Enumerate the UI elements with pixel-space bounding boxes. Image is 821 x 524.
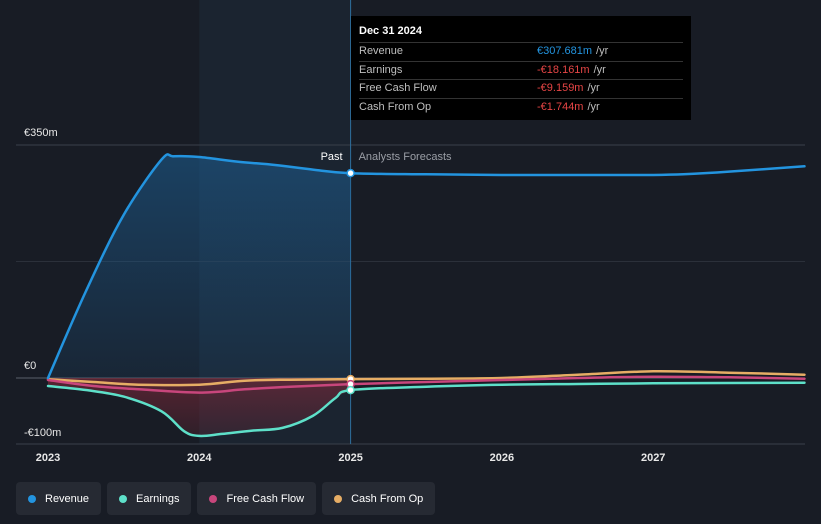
tooltip-unit: /yr (587, 100, 600, 113)
tooltip-label: Revenue (359, 45, 404, 57)
tooltip-row-revenue: Revenue €307.681m/yr (359, 42, 683, 61)
legend-label: Earnings (136, 492, 180, 505)
legend-item-free-cash-flow[interactable]: Free Cash Flow (197, 482, 317, 515)
earnings-line (46, 381, 806, 438)
cash-from-op-line (46, 369, 806, 387)
legend-label: Free Cash Flow (226, 492, 305, 505)
tooltip-value: -€1.744m (537, 100, 584, 113)
revenue-marker (346, 168, 355, 178)
legend-dot-icon (209, 494, 218, 503)
past-label: Past (321, 151, 343, 163)
legend-dot-icon (28, 494, 36, 503)
earnings-marker (346, 385, 355, 395)
legend-label: Cash From Op (351, 492, 424, 505)
tooltip-value: -€9.159m (537, 82, 584, 94)
tooltip-row-free-cash-flow: Free Cash Flow -€9.159m/yr (359, 79, 683, 98)
x-tick-label: 2023 (36, 452, 60, 464)
tooltip-row-earnings: Earnings -€18.161m/yr (359, 60, 683, 80)
free-cash-flow-line (46, 375, 806, 394)
tooltip-row-cash-from-op: Cash From Op -€1.744m/yr (359, 97, 683, 117)
y-tick-label: €0 (24, 360, 36, 372)
tooltip-panel: Dec 31 2024 Revenue €307.681m/yr Earning… (351, 16, 691, 120)
legend-dot-icon (119, 494, 128, 503)
legend-label: Revenue (45, 492, 90, 505)
revenue-area (48, 154, 351, 378)
tooltip-unit: /yr (593, 63, 606, 76)
forecast-label: Analysts Forecasts (359, 151, 452, 163)
legend: Revenue Earnings Free Cash Flow Cash Fro… (16, 482, 436, 515)
tooltip-value: €307.681m (537, 45, 593, 57)
revenue-line (46, 153, 806, 380)
tooltip-unit: /yr (587, 82, 600, 94)
x-tick-label: 2027 (641, 452, 665, 464)
legend-dot-icon (334, 494, 343, 503)
tooltip-unit: /yr (596, 45, 609, 57)
tooltip-label: Earnings (359, 63, 403, 76)
legend-item-revenue[interactable]: Revenue (16, 482, 102, 515)
y-tick-label: €350m (24, 127, 58, 139)
x-tick-label: 2026 (490, 452, 514, 464)
x-tick-label: 2025 (338, 452, 362, 464)
x-tick-label: 2024 (187, 452, 212, 464)
y-tick-label: -€100m (24, 427, 61, 439)
legend-item-cash-from-op[interactable]: Cash From Op (322, 482, 436, 515)
tooltip-label: Free Cash Flow (359, 82, 437, 94)
legend-item-earnings[interactable]: Earnings (107, 482, 192, 515)
tooltip-label: Cash From Op (359, 100, 432, 113)
tooltip-date: Dec 31 2024 (359, 25, 422, 37)
tooltip-value: -€18.161m (537, 63, 590, 76)
earnings-area (48, 378, 351, 436)
